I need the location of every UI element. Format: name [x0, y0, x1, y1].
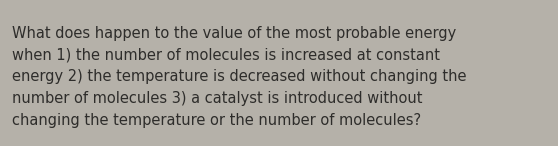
Text: What does happen to the value of the most probable energy
when 1) the number of : What does happen to the value of the mos…	[12, 26, 467, 128]
